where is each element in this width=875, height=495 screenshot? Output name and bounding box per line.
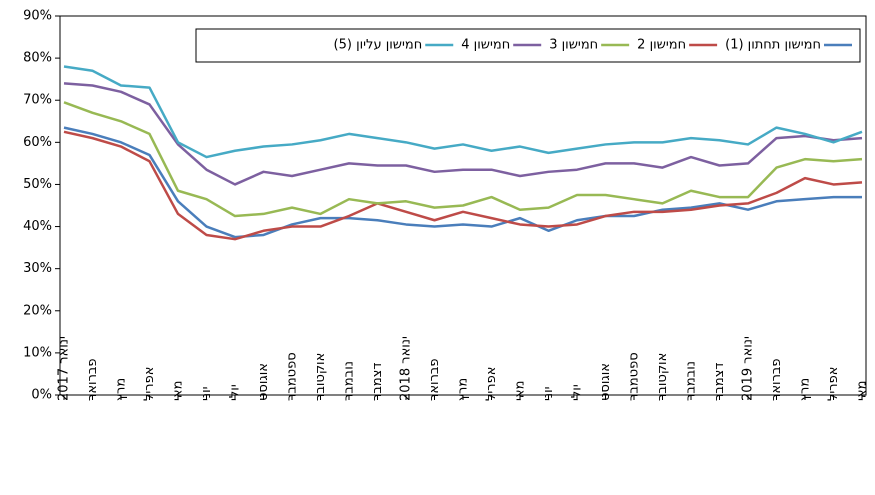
line-series <box>63 130 863 241</box>
x-tick-label: ינואר 2018 <box>399 336 414 401</box>
y-tick-label: 80% <box>23 51 52 66</box>
line-series <box>63 82 863 186</box>
x-tick-label: פברואר <box>427 358 442 401</box>
legend-label: חמישון 4 <box>461 38 510 53</box>
x-tick-label: פברואר <box>85 358 100 401</box>
x-tick-label: מרץ <box>114 378 129 401</box>
legend-label: חמישון תחתון (1) <box>725 38 821 53</box>
y-tick-label: 10% <box>23 345 52 360</box>
x-tick-label: אוגוסט <box>256 363 271 401</box>
y-tick-label: 70% <box>23 93 52 108</box>
x-tick-label: פברואר <box>769 358 784 401</box>
x-tick-label: מאי <box>855 381 870 401</box>
y-tick-label: 20% <box>23 303 52 318</box>
x-tick-label: נובמבר <box>684 361 699 401</box>
legend-label: חמישון עליון (5) <box>334 38 423 53</box>
x-tick-label: אוגוסט <box>598 363 613 401</box>
y-tick-label: 30% <box>23 261 52 276</box>
x-tick-label: ספטמבר <box>627 352 642 401</box>
y-tick-label: 40% <box>23 219 52 234</box>
legend-label: חמישון 2 <box>637 38 686 53</box>
line-series <box>63 65 863 159</box>
y-tick-label: 60% <box>23 135 52 150</box>
x-tick-label: ינואר 2019 <box>741 336 756 401</box>
x-tick-label: יולי <box>228 384 243 401</box>
x-tick-label: מאי <box>171 381 186 401</box>
x-tick-label: דצמבר <box>712 363 727 402</box>
x-tick-label: ינואר 2017 <box>57 336 72 401</box>
line-series <box>63 101 863 218</box>
x-tick-label: יוני <box>199 386 214 401</box>
x-tick-label: מרץ <box>456 378 471 401</box>
y-tick-label: 90% <box>23 9 52 24</box>
y-tick-label: 50% <box>23 177 52 192</box>
x-tick-label: נובמבר <box>342 361 357 401</box>
x-tick-label: יולי <box>570 384 585 401</box>
x-tick-label: אוקטובר <box>655 353 670 401</box>
legend-box <box>195 28 861 63</box>
x-tick-label: יוני <box>541 386 556 401</box>
x-tick-label: אפריל <box>484 367 499 401</box>
x-tick-label: מאי <box>513 381 528 401</box>
legend-label: חמישון 3 <box>549 38 598 53</box>
x-tick-label: אפריל <box>826 367 841 401</box>
x-tick-label: מרץ <box>798 378 813 401</box>
x-tick-label: דצמבר <box>370 363 385 402</box>
y-tick-label: 0% <box>31 388 52 403</box>
x-tick-label: אפריל <box>142 367 157 401</box>
x-tick-label: אוקטובר <box>313 353 328 401</box>
x-tick-label: ספטמבר <box>285 352 300 401</box>
